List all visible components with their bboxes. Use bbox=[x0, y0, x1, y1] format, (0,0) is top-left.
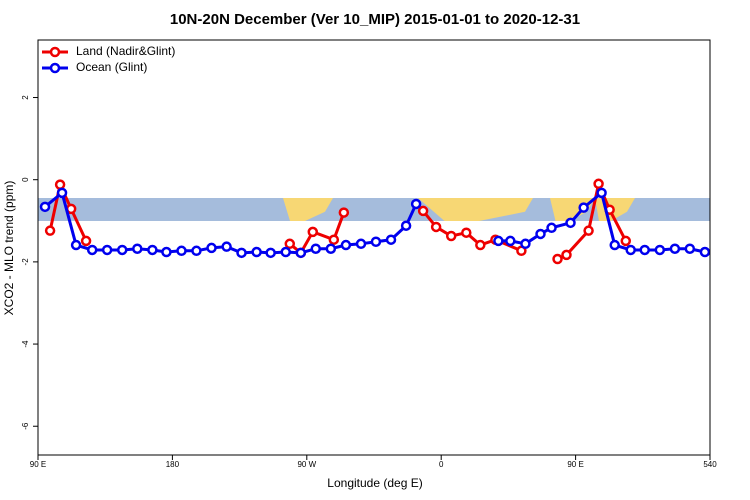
y-tick-label: 0 bbox=[21, 177, 30, 182]
data-point bbox=[355, 238, 367, 250]
data-point bbox=[684, 243, 696, 254]
data-point bbox=[310, 243, 322, 254]
land-patch bbox=[418, 198, 533, 221]
y-axis-label: XCO2 - MLO trend (ppm) bbox=[2, 181, 16, 316]
data-point bbox=[191, 245, 202, 257]
data-point bbox=[552, 253, 563, 265]
data-point bbox=[295, 247, 307, 259]
data-point bbox=[561, 249, 572, 261]
data-point bbox=[284, 238, 296, 250]
data-point bbox=[596, 187, 607, 199]
y-tick-label: -4 bbox=[21, 340, 30, 348]
x-tick-label: 90 E bbox=[30, 460, 46, 469]
x-axis-label: Longitude (deg E) bbox=[327, 476, 422, 490]
data-point bbox=[430, 221, 442, 233]
data-point bbox=[583, 225, 594, 236]
data-point bbox=[520, 238, 531, 250]
legend-marker bbox=[49, 46, 61, 58]
data-point bbox=[221, 241, 232, 252]
chart-title: 10N-20N December (Ver 10_MIP) 2015-01-01… bbox=[170, 11, 580, 28]
data-point bbox=[578, 202, 589, 213]
data-point bbox=[80, 235, 92, 247]
x-tick-label: 90 E bbox=[567, 460, 583, 469]
legend-marker bbox=[49, 62, 61, 74]
data-point bbox=[70, 239, 82, 251]
data-point bbox=[176, 245, 187, 257]
x-tick-label: 0 bbox=[439, 460, 444, 469]
data-point bbox=[236, 247, 247, 259]
data-point bbox=[505, 235, 516, 247]
data-point bbox=[251, 246, 262, 258]
x-tick-label: 90 W bbox=[297, 460, 316, 469]
data-point bbox=[338, 207, 350, 218]
data-point bbox=[475, 239, 486, 251]
data-point bbox=[340, 239, 352, 251]
data-point bbox=[132, 243, 143, 254]
data-point bbox=[147, 244, 158, 256]
data-point bbox=[565, 217, 576, 229]
ocean-band bbox=[38, 198, 710, 221]
data-point bbox=[206, 242, 217, 254]
data-point bbox=[161, 246, 172, 258]
data-point bbox=[546, 222, 557, 234]
data-point bbox=[639, 244, 650, 256]
y-tick-label: 2 bbox=[21, 95, 30, 100]
x-tick-label: 180 bbox=[166, 460, 180, 469]
x-tick-label: 540 bbox=[703, 460, 717, 469]
data-point bbox=[620, 235, 632, 247]
data-point bbox=[400, 220, 412, 231]
data-point bbox=[280, 246, 291, 258]
legend-label: Ocean (Glint) bbox=[76, 60, 147, 74]
data-point bbox=[410, 198, 422, 210]
data-point bbox=[593, 178, 604, 190]
data-point bbox=[385, 234, 397, 245]
data-point bbox=[265, 247, 276, 259]
data-point bbox=[39, 201, 51, 213]
legend-label: Land (Nadir&Glint) bbox=[76, 44, 175, 58]
data-point bbox=[370, 236, 382, 247]
data-point bbox=[307, 226, 319, 238]
plot-area bbox=[39, 178, 711, 265]
plot-frame bbox=[37, 39, 711, 456]
data-point bbox=[654, 244, 666, 256]
data-point bbox=[116, 244, 128, 256]
data-point bbox=[56, 187, 68, 199]
land-patch bbox=[283, 198, 333, 221]
data-point bbox=[86, 244, 98, 256]
data-point bbox=[461, 227, 472, 238]
data-point bbox=[44, 225, 56, 236]
y-tick-label: -6 bbox=[21, 422, 30, 430]
data-point bbox=[54, 179, 66, 190]
data-point bbox=[609, 239, 620, 251]
data-point bbox=[417, 205, 429, 217]
data-point bbox=[493, 235, 504, 247]
data-point bbox=[669, 243, 681, 254]
data-point bbox=[625, 244, 636, 256]
y-tick-label: -2 bbox=[21, 258, 30, 266]
data-point bbox=[328, 234, 340, 245]
data-point bbox=[101, 244, 113, 256]
data-point bbox=[699, 246, 711, 258]
data-point bbox=[325, 243, 337, 254]
data-point bbox=[445, 230, 457, 242]
data-point bbox=[535, 228, 546, 240]
